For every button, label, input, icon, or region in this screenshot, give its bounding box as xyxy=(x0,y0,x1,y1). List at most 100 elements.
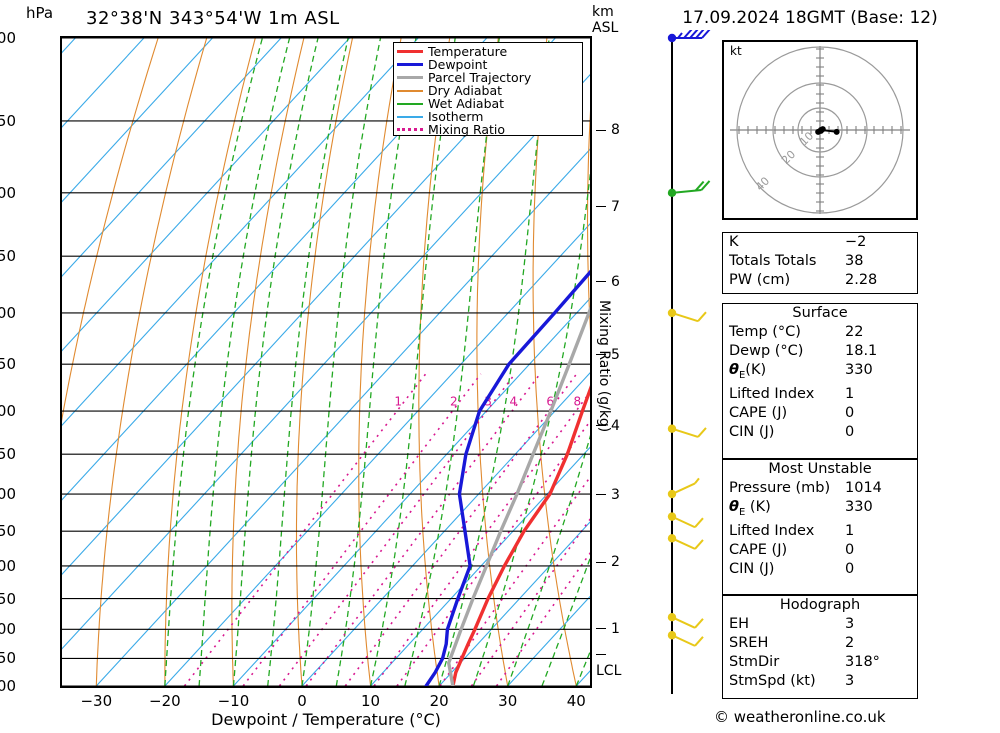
temp-tick--30: −30 xyxy=(80,692,113,710)
indices-row: Totals Totals 38 xyxy=(723,252,917,271)
height-tick-5km: 5 xyxy=(596,347,620,363)
hodograph_stats-value: 3 xyxy=(845,616,855,632)
pressure-tick-450: 450 xyxy=(0,247,16,266)
most_unstable-title: Most Unstable xyxy=(768,461,872,477)
hodograph_stats-row: EH 3 xyxy=(723,615,917,634)
wind-barb xyxy=(667,180,711,198)
wind-barb-canvas xyxy=(667,28,711,694)
legend-swatch-icon xyxy=(397,115,423,118)
hodograph-unit-label: kt xyxy=(730,44,742,58)
indices-value: −2 xyxy=(845,234,867,250)
most_unstable-value: 1 xyxy=(845,522,855,539)
wind-barb xyxy=(667,631,704,647)
surface-value: 1 xyxy=(845,385,855,402)
surface-row: CIN (J) 0 xyxy=(723,423,917,442)
indices-label: Totals Totals xyxy=(729,253,817,269)
temp-tick-40: 40 xyxy=(566,692,586,710)
wind-barb xyxy=(667,28,711,43)
svg-text:40: 40 xyxy=(753,174,772,193)
most-unstable-box: Most Unstable Pressure (mb) 1014 θE (K) 330 L… xyxy=(722,459,918,595)
wind-barb xyxy=(667,424,707,438)
stability-indices-box: K −2 Totals Totals 38 PW (cm) 2.28 xyxy=(722,232,918,294)
height-tick-8km: 8 xyxy=(596,122,620,138)
surface-row: θE(K) 330 xyxy=(723,361,917,385)
height-tick-4km: 4 xyxy=(596,418,620,434)
pressure-tick-750: 750 xyxy=(0,522,16,541)
hodograph-stats-box: Hodograph EH 3 SREH 2 StmDir 318° StmSpd (kt) 3 xyxy=(722,595,918,699)
hodograph_stats-row: StmSpd (kt) 3 xyxy=(723,672,917,691)
most_unstable-value: 330 xyxy=(845,499,873,515)
temp-tick--10: −10 xyxy=(217,692,250,710)
legend: Temperature Dewpoint Parcel Trajectory Dry … xyxy=(393,42,583,137)
wind-barb-column xyxy=(620,28,715,700)
lcl-marker: LCL xyxy=(596,647,621,679)
hodograph_stats-row: StmDir 318° xyxy=(723,653,917,672)
most_unstable-row: CAPE (J) 0 xyxy=(723,541,917,560)
temp-tick-0: 0 xyxy=(297,692,307,710)
mixing-ratio-axis-title: Mixing Ratio (g/kg) xyxy=(596,300,612,433)
surface-label: θE(K) xyxy=(729,362,767,381)
hodograph_stats-label: StmSpd (kt) xyxy=(729,673,816,689)
legend-label: Wet Adiabat xyxy=(428,96,505,111)
legend-item-wet-adiabat: Wet Adiabat xyxy=(397,96,579,111)
most_unstable-label: Pressure (mb) xyxy=(729,480,831,496)
temp-tick-20: 20 xyxy=(429,692,449,710)
most_unstable-value: 0 xyxy=(845,560,855,577)
legend-label: Dewpoint xyxy=(428,57,488,72)
surface-label: Lifted Index xyxy=(729,385,815,402)
surface-row: Temp (°C) 22 xyxy=(723,323,917,342)
legend-label: Temperature xyxy=(428,44,508,59)
hodograph_stats-label: EH xyxy=(729,616,750,632)
surface-row: Lifted Index 1 xyxy=(723,385,917,404)
pressure-tick-850: 850 xyxy=(0,589,16,608)
svg-text:20: 20 xyxy=(779,148,798,167)
x-axis-title: Dewpoint / Temperature (°C) xyxy=(211,710,441,729)
legend-label: Mixing Ratio xyxy=(428,122,506,137)
surface-parcel-box: Surface Temp (°C) 22 Dewp (°C) 18.1 θE(K) 330 L… xyxy=(722,303,918,459)
legend-swatch-icon xyxy=(397,63,423,66)
hodograph_stats-label: StmDir xyxy=(729,654,780,670)
hodograph_stats-title: Hodograph xyxy=(779,597,861,613)
most_unstable-row: Lifted Index 1 xyxy=(723,522,917,541)
station-title: 32°38'N 343°54'W 1m ASL xyxy=(86,8,340,29)
svg-text:1: 1 xyxy=(394,394,402,408)
legend-swatch-icon xyxy=(397,128,423,131)
surface-value: 0 xyxy=(845,423,855,440)
legend-swatch-icon xyxy=(397,50,423,53)
pressure-tick-350: 350 xyxy=(0,111,16,130)
most_unstable-value: 1014 xyxy=(845,480,882,496)
temp-tick--20: −20 xyxy=(149,692,181,710)
height-tick-6km: 6 xyxy=(596,274,620,290)
surface-value: 18.1 xyxy=(845,343,878,359)
most_unstable-row: CIN (J) 0 xyxy=(723,560,917,579)
surface-title: Surface xyxy=(792,305,848,321)
most_unstable-label: CIN (J) xyxy=(729,560,775,577)
height-asl-label: ASL xyxy=(592,20,619,36)
wind-barb xyxy=(667,477,700,499)
svg-text:4: 4 xyxy=(510,394,518,408)
pressure-tick-1000: 1000 xyxy=(0,677,16,695)
pressure-tick-700: 700 xyxy=(0,485,16,504)
forecast-datetime: 17.09.2024 18GMT (Base: 12) xyxy=(682,8,938,28)
legend-item-temperature: Temperature xyxy=(397,44,579,59)
surface-row: CAPE (J) 0 xyxy=(723,404,917,423)
pressure-tick-300: 300 xyxy=(0,29,16,47)
pressure-tick-600: 600 xyxy=(0,402,16,421)
skewt-plot-area: 1 2 3 4 6 8 xyxy=(60,36,592,688)
legend-item-dewpoint: Dewpoint xyxy=(397,57,579,72)
pressure-tick-950: 950 xyxy=(0,649,16,668)
wind-barb xyxy=(667,308,707,323)
surface-value: 330 xyxy=(845,362,873,378)
indices-label: PW (cm) xyxy=(729,272,791,288)
pressure-tick-650: 650 xyxy=(0,445,16,464)
height-unit-label: km xyxy=(592,4,614,20)
legend-swatch-icon xyxy=(397,102,423,105)
surface-label: CIN (J) xyxy=(729,423,775,440)
legend-item-isotherm: Isotherm xyxy=(397,109,579,124)
height-tick-3km: 3 xyxy=(596,487,620,503)
skewt-panel: hPa 32°38'N 343°54'W 1m ASL km ASL 1 2 3 4 6… xyxy=(0,4,621,729)
hodograph_stats-label: SREH xyxy=(729,635,769,651)
wind-barb xyxy=(667,534,704,550)
skewt-canvas: 1 2 3 4 6 8 xyxy=(62,38,590,686)
